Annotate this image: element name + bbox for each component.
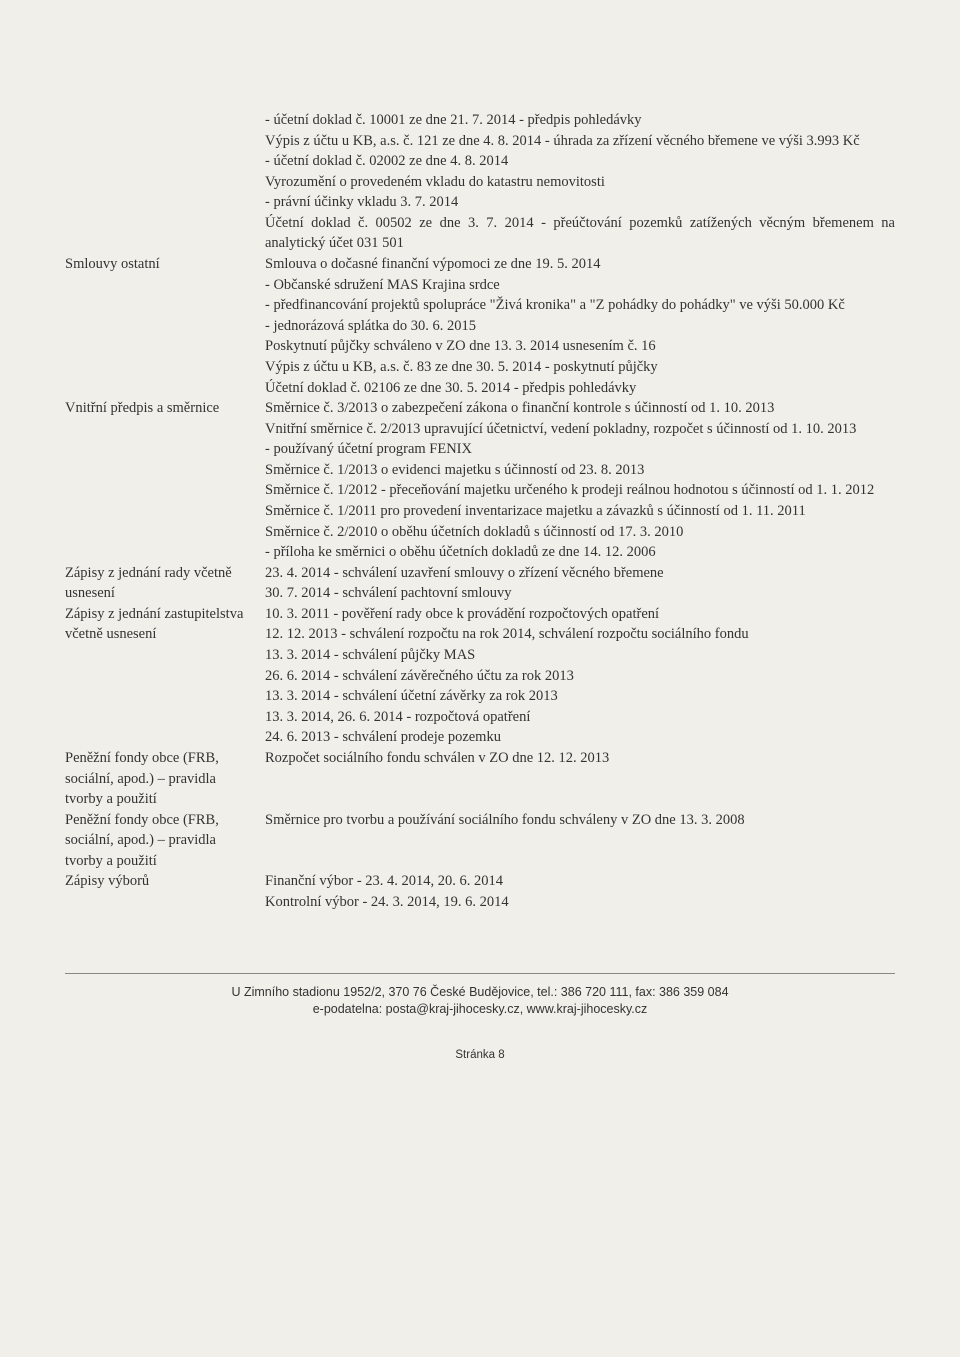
row-label: Peněžní fondy obce (FRB, sociální, apod.…	[65, 810, 255, 872]
footer-address: U Zimního stadionu 1952/2, 370 76 České …	[65, 984, 895, 1002]
row-label	[65, 110, 255, 254]
row-label: Smlouvy ostatní	[65, 254, 255, 398]
row-body: Rozpočet sociálního fondu schválen v ZO …	[265, 748, 895, 810]
row-body: Směrnice pro tvorbu a používání sociální…	[265, 810, 895, 872]
row-body: Směrnice č. 3/2013 o zabezpečení zákona …	[265, 398, 895, 563]
page-number: Stránka 8	[65, 1047, 895, 1063]
row-body: Smlouva o dočasné finanční výpomoci ze d…	[265, 254, 895, 398]
row-body: - účetní doklad č. 10001 ze dne 21. 7. 2…	[265, 110, 895, 254]
row-label: Vnitřní předpis a směrnice	[65, 398, 255, 563]
row-body: 10. 3. 2011 - pověření rady obce k prová…	[265, 604, 895, 748]
page-footer: U Zimního stadionu 1952/2, 370 76 České …	[65, 973, 895, 1020]
row-label: Zápisy výborů	[65, 871, 255, 912]
row-label: Peněžní fondy obce (FRB, sociální, apod.…	[65, 748, 255, 810]
document-content: - účetní doklad č. 10001 ze dne 21. 7. 2…	[65, 110, 895, 913]
row-body: 23. 4. 2014 - schválení uzavření smlouvy…	[265, 563, 895, 604]
footer-contact: e-podatelna: posta@kraj-jihocesky.cz, ww…	[65, 1001, 895, 1019]
row-label: Zápisy z jednání zastupitelstva včetně u…	[65, 604, 255, 748]
row-body: Finanční výbor - 23. 4. 2014, 20. 6. 201…	[265, 871, 895, 912]
row-label: Zápisy z jednání rady včetně usnesení	[65, 563, 255, 604]
